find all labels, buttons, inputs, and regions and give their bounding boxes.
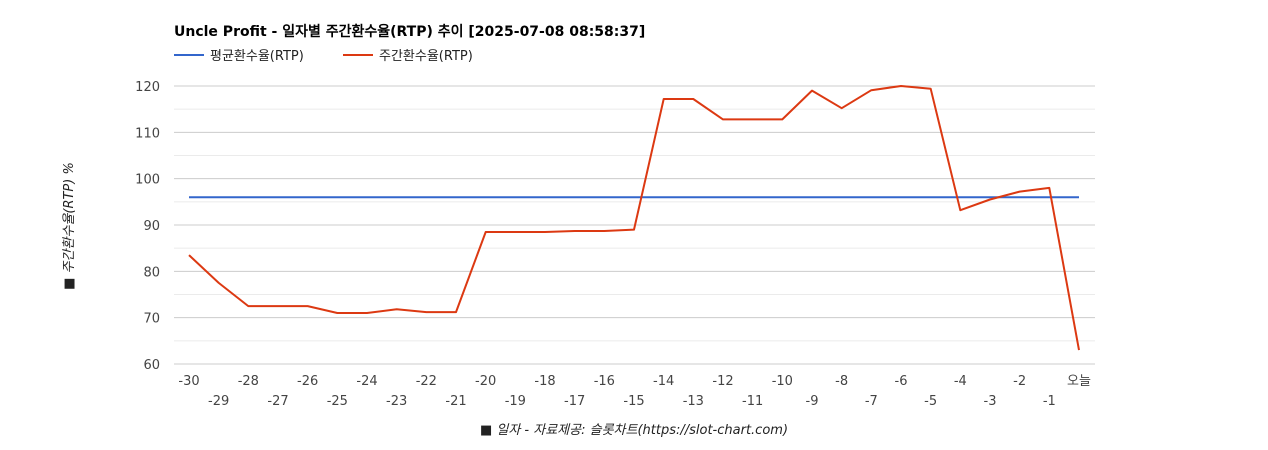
- y-axis-ticks: 60 70 80 90 100 110 120: [135, 80, 160, 373]
- x-tick-label: -18: [534, 374, 555, 389]
- x-tick-label: -27: [267, 394, 288, 409]
- x-tick-label: -7: [865, 394, 878, 409]
- x-tick-label: -15: [623, 394, 644, 409]
- series-line-weekly: [188, 85, 1080, 351]
- y-axis-title: ■ 주간환수율(RTP) %: [62, 162, 77, 290]
- x-tick-label: -8: [835, 374, 848, 389]
- x-tick-label: -23: [386, 394, 407, 409]
- y-tick-label: 100: [135, 173, 160, 188]
- x-tick-label: 오늘: [1067, 374, 1091, 389]
- x-tick-label: -30: [178, 374, 199, 389]
- chart-title: Uncle Profit - 일자별 주간환수율(RTP) 추이 [2025-0…: [174, 23, 645, 40]
- y-tick-label: 90: [143, 219, 160, 234]
- x-tick-label: -9: [806, 394, 819, 409]
- x-tick-label: -26: [297, 374, 318, 389]
- x-tick-label: -10: [772, 374, 793, 389]
- x-axis-title: ■ 일자 - 자료제공: 슬롯차트(https://slot-chart.com…: [480, 423, 788, 438]
- y-tick-label: 110: [135, 126, 160, 141]
- y-tick-label: 80: [143, 265, 160, 280]
- x-tick-label: -5: [924, 394, 937, 409]
- y-tick-label: 70: [143, 312, 160, 327]
- x-tick-label: -28: [238, 374, 259, 389]
- x-tick-label: -16: [594, 374, 615, 389]
- x-tick-label: -25: [327, 394, 348, 409]
- x-tick-label: -22: [416, 374, 437, 389]
- x-tick-label: -24: [356, 374, 377, 389]
- series-lines: [188, 85, 1080, 351]
- x-tick-label: -2: [1013, 374, 1026, 389]
- x-tick-label: -14: [653, 374, 674, 389]
- x-axis-ticks: -30-29-28-27-26-25-24-23-22-21-20-19-18-…: [178, 374, 1091, 409]
- legend: 평균환수율(RTP) 주간환수율(RTP): [174, 49, 473, 64]
- x-tick-label: -1: [1043, 394, 1056, 409]
- x-tick-label: -13: [683, 394, 704, 409]
- x-tick-label: -21: [445, 394, 466, 409]
- x-tick-label: -3: [984, 394, 997, 409]
- x-tick-label: -12: [712, 374, 733, 389]
- x-tick-label: -29: [208, 394, 229, 409]
- x-tick-label: -17: [564, 394, 585, 409]
- x-tick-label: -4: [954, 374, 967, 389]
- legend-label-average: 평균환수율(RTP): [210, 49, 304, 64]
- x-tick-label: -20: [475, 374, 496, 389]
- y-tick-label: 120: [135, 80, 160, 95]
- legend-label-weekly: 주간환수율(RTP): [379, 49, 473, 64]
- x-tick-label: -19: [505, 394, 526, 409]
- y-tick-label: 60: [143, 358, 160, 373]
- x-tick-label: -6: [895, 374, 908, 389]
- x-tick-label: -11: [742, 394, 763, 409]
